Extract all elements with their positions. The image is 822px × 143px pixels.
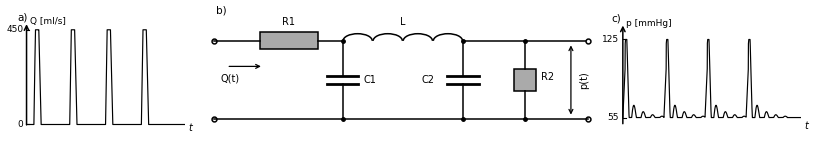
Text: t: t: [188, 123, 192, 133]
Text: b): b): [216, 5, 227, 15]
Bar: [515, 69, 536, 91]
Bar: [260, 32, 318, 49]
Text: 125: 125: [603, 35, 619, 44]
Text: 0: 0: [18, 120, 24, 129]
Text: Q [ml/s]: Q [ml/s]: [30, 17, 66, 26]
Text: c): c): [612, 14, 621, 24]
Text: L: L: [400, 17, 405, 27]
Text: C2: C2: [422, 75, 435, 85]
Text: a): a): [17, 13, 27, 23]
Text: t: t: [805, 121, 809, 131]
Text: 55: 55: [607, 113, 619, 122]
Text: p [mmHg]: p [mmHg]: [626, 19, 672, 28]
Text: R2: R2: [541, 72, 554, 82]
Text: p(t): p(t): [580, 71, 589, 89]
Text: C1: C1: [363, 75, 376, 85]
Text: Q(t): Q(t): [220, 74, 239, 84]
Text: R1: R1: [282, 17, 295, 27]
Text: 450: 450: [7, 25, 24, 34]
